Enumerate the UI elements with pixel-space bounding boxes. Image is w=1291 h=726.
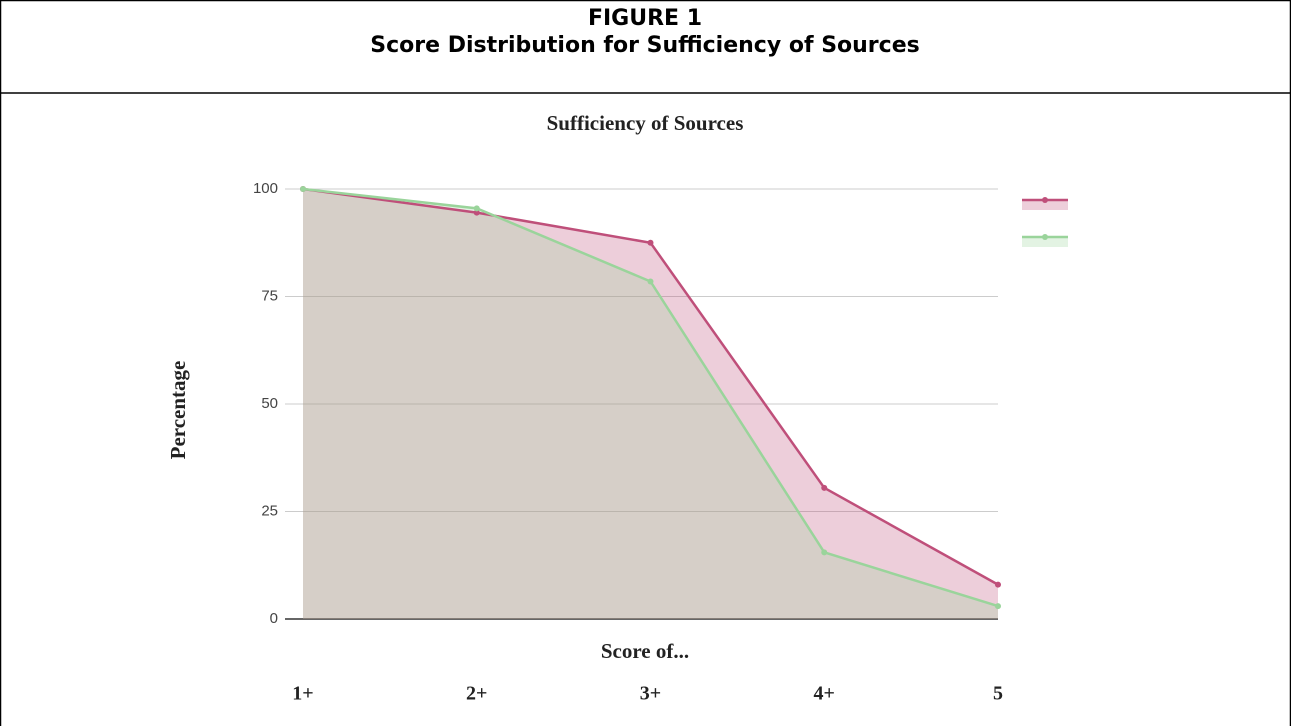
figure-caption: Score Distribution for Sufficiency of So…	[370, 33, 919, 58]
x-tick-label: 3+	[640, 683, 661, 705]
point	[821, 549, 828, 556]
legend-swatch-point	[1042, 234, 1048, 240]
y-tick-label: 0	[270, 610, 278, 627]
point	[995, 581, 1001, 588]
legend-swatch-area	[1022, 200, 1068, 210]
x-axis-title: Score of...	[601, 639, 689, 663]
point	[300, 186, 306, 192]
y-tick-label: 50	[261, 395, 278, 412]
x-tick-label: 1+	[292, 683, 313, 705]
point	[821, 484, 828, 491]
area	[303, 189, 998, 619]
x-tick-label: 5	[993, 683, 1003, 705]
y-axis-title: Percentage	[166, 361, 190, 460]
point	[473, 205, 480, 212]
x-tick-label: 2+	[466, 683, 487, 705]
legend-swatch-area	[1022, 237, 1068, 247]
point	[647, 239, 654, 246]
point	[995, 603, 1001, 610]
legend-swatch-point	[1042, 197, 1048, 203]
x-tick-label: 4+	[814, 683, 835, 705]
y-tick-label: 100	[253, 180, 278, 197]
y-tick-label: 25	[261, 502, 278, 519]
figure-label: FIGURE 1	[588, 6, 702, 31]
point	[647, 278, 654, 285]
area	[303, 189, 998, 619]
point	[473, 209, 480, 216]
chart-title: Sufficiency of Sources	[547, 111, 744, 135]
y-tick-label: 75	[261, 287, 278, 304]
